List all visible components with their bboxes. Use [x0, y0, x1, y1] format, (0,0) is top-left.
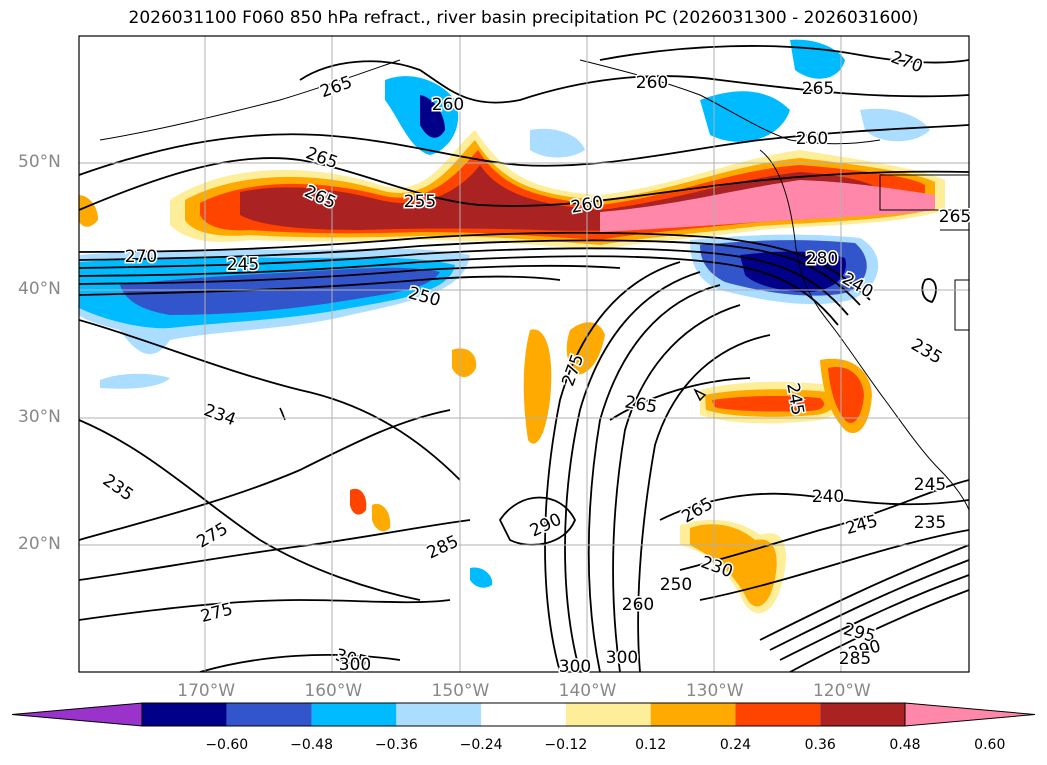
- colorbar-tick-label: −0.12: [544, 737, 588, 753]
- map-frame: [78, 35, 970, 673]
- contour-label: 285: [839, 649, 871, 669]
- contour-label: 265: [623, 392, 658, 417]
- latitude-label: 20°N: [18, 533, 61, 554]
- latitude-label: 30°N: [18, 406, 61, 427]
- longitude-label: 130°W: [685, 681, 744, 701]
- colorbar-tick-label: −0.48: [290, 737, 333, 753]
- colorbar-tick-label: −0.36: [374, 737, 418, 753]
- longitude-label: 160°W: [304, 681, 363, 701]
- contour-label: 260: [796, 129, 828, 149]
- contour-label: 270: [125, 247, 157, 267]
- contour-label: 240: [812, 487, 844, 507]
- contour-label: 265: [939, 207, 971, 227]
- colorbar-tick-label: 0.48: [889, 737, 921, 753]
- contour-label: 245: [914, 475, 946, 495]
- contour-label: 300: [559, 657, 591, 677]
- latitude-label: 40°N: [18, 279, 61, 300]
- latitude-label: 50°N: [18, 152, 61, 173]
- longitude-label: 150°W: [431, 681, 490, 701]
- contour-label: 280: [806, 249, 838, 269]
- contour-label: 300: [606, 648, 638, 668]
- contour-label: 245: [843, 511, 880, 539]
- colorbar-tick-label: −0.60: [205, 737, 249, 753]
- longitude-label: 170°W: [177, 681, 236, 701]
- colorbar-tick-label: 0.24: [719, 737, 752, 753]
- colorbar-tick-label: 0.60: [974, 737, 1006, 753]
- contour-label: 255: [404, 192, 436, 212]
- contour-label: 245: [227, 255, 259, 275]
- coastlines: [99, 59, 969, 511]
- contour-label: 260: [636, 73, 668, 93]
- contour-label: 235: [914, 513, 946, 533]
- contour-label: 250: [660, 575, 692, 595]
- map-background: [79, 36, 969, 672]
- longitude-label: 140°W: [558, 681, 617, 701]
- contour-label: 260: [622, 595, 654, 615]
- contour-label: 260: [432, 95, 464, 115]
- contour-label: 300: [339, 655, 371, 675]
- colorbar-tick-label: 0.36: [804, 737, 836, 753]
- colorbar-tick-label: 0.12: [635, 737, 667, 753]
- graticule: [79, 36, 969, 672]
- colorbar-tick-label: −0.24: [459, 737, 503, 753]
- contour-label: 265: [802, 79, 834, 99]
- longitude-label: 120°W: [812, 681, 871, 701]
- contour-label: 245: [782, 381, 807, 416]
- map-title: 2026031100 F060 850 hPa refract., river …: [128, 8, 919, 28]
- refractivity-contours: [79, 45, 969, 672]
